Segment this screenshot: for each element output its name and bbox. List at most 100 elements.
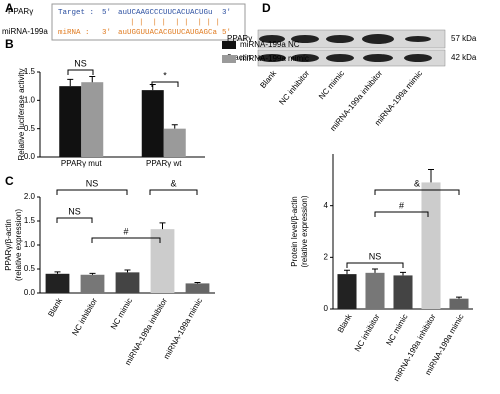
annotation: *	[163, 70, 167, 80]
y-tick-label: 0	[324, 304, 329, 313]
y-tick-label: 1.5	[24, 216, 36, 225]
error-bar	[400, 271, 406, 276]
seq-pairing: | | | | | | | | |	[130, 19, 220, 27]
legend-label: miRNA-199a mimic	[240, 54, 309, 63]
y-tick-label: 0.5	[24, 264, 36, 273]
y-axis-title: (relative expression)	[14, 209, 23, 281]
y-tick-label: 2	[324, 252, 329, 261]
lane-label: NC mimic	[317, 69, 346, 101]
seq-text: auUGGUUACACGUUCAUGAGCa	[118, 29, 218, 37]
bar	[421, 182, 441, 309]
error-bar	[372, 268, 378, 273]
error-bar	[171, 124, 178, 129]
annotation: &	[170, 178, 176, 188]
bracket	[91, 237, 161, 243]
error-bar	[344, 269, 350, 275]
error-bar	[194, 281, 201, 284]
blot-row-label: PPARγ	[227, 34, 252, 43]
x-tick-label: miRNA-199a mimic	[162, 297, 204, 361]
bar	[80, 274, 105, 293]
y-axis-title: (relative expression)	[300, 195, 309, 267]
bracket	[374, 189, 460, 195]
lane-label: Blank	[258, 68, 278, 90]
panel-label: A	[5, 1, 14, 15]
bracket	[149, 189, 198, 195]
error-bar	[456, 296, 462, 299]
x-tick-label: Blank	[46, 296, 64, 319]
bar	[45, 273, 70, 293]
panel-label: C	[5, 174, 14, 188]
annotation: NS	[74, 58, 87, 68]
blot-bands	[258, 34, 432, 62]
y-tick-label: 2.0	[24, 192, 36, 201]
y-tick-label: 1.5	[24, 67, 36, 76]
legend-swatch	[222, 41, 236, 49]
bar	[81, 82, 104, 157]
annotation: NS	[369, 251, 382, 261]
x-tick-label: PPARγ wt	[146, 159, 182, 168]
bracket	[374, 211, 429, 217]
panel-label: D	[262, 1, 271, 15]
seq-text: miRNA :	[58, 29, 90, 37]
error-bar	[124, 269, 131, 273]
y-tick-label: 1.0	[24, 95, 36, 104]
bar	[141, 90, 164, 157]
x-tick-label: NC inhibitor	[70, 296, 99, 337]
gene-label: PPARγ	[8, 7, 33, 16]
x-tick-label: NC mimic	[384, 313, 409, 348]
annotation: NS	[86, 178, 99, 188]
seq-text: auUCAAGCCCUUCACUACUGu	[118, 9, 213, 17]
annotation: &	[414, 178, 420, 188]
seq-text: Target :	[58, 9, 94, 17]
bracket	[56, 189, 128, 195]
error-bar	[428, 169, 434, 183]
legend-swatch	[222, 55, 236, 63]
seq-text: 5'	[102, 9, 111, 17]
error-bar	[89, 76, 96, 83]
bar	[115, 272, 140, 293]
seq-text: 5'	[222, 29, 231, 37]
bar	[185, 283, 210, 293]
x-tick-label: Blank	[336, 312, 354, 335]
annotation: #	[123, 226, 128, 236]
annotation: #	[399, 200, 404, 210]
y-axis-title: PPARγ/β-actin	[4, 219, 13, 271]
blot-row-label: β-actin	[227, 53, 251, 62]
y-tick-label: 4	[324, 201, 329, 210]
sequence-box	[51, 3, 246, 41]
error-bar	[159, 222, 166, 230]
bar	[449, 298, 469, 309]
lane-label: NC inhibitor	[277, 69, 311, 107]
legend-label: miRNA-199a NC	[240, 40, 300, 49]
bar	[163, 128, 186, 157]
seq-text: 3'	[222, 9, 231, 17]
error-bar	[67, 78, 74, 87]
bracket	[151, 81, 179, 87]
y-axis-title: Protein level/β-actin	[290, 196, 299, 266]
blot-size: 57 kDa	[451, 34, 477, 43]
seq-text: 3'	[102, 29, 111, 37]
y-tick-label: 1.0	[24, 240, 36, 249]
error-bar	[149, 83, 156, 91]
panel-label: B	[5, 37, 14, 51]
x-tick-label: PPARγ mut	[61, 159, 103, 168]
x-tick-label: NC mimic	[109, 297, 134, 332]
bar	[150, 229, 175, 293]
error-bar	[54, 271, 61, 274]
annotation: NS	[68, 206, 81, 216]
blot-size: 42 kDa	[451, 53, 477, 62]
y-tick-label: 0.0	[24, 288, 36, 297]
bar	[337, 274, 357, 309]
x-tick-label: NC inhibitor	[353, 312, 382, 353]
error-bar	[89, 272, 96, 275]
y-tick-label: 0.5	[24, 124, 36, 133]
y-tick-label: 0.0	[24, 152, 36, 161]
bar	[59, 86, 82, 157]
bracket	[56, 217, 93, 223]
y-axis-title: Relative luciferase activity	[17, 68, 26, 160]
bracket	[67, 69, 94, 75]
bar	[365, 272, 385, 309]
bracket	[346, 262, 404, 268]
mirna-label: miRNA-199a	[2, 27, 48, 36]
